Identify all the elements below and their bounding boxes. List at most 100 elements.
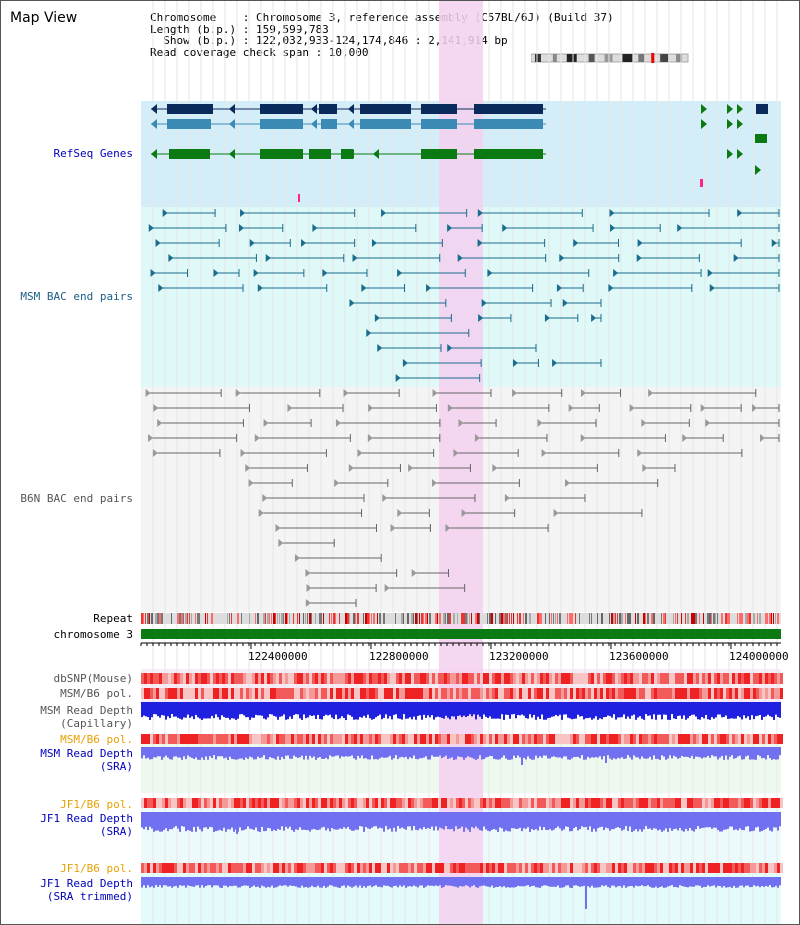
polymorphism-cell bbox=[672, 863, 675, 873]
polymorphism-cell bbox=[714, 688, 717, 699]
depth-bar bbox=[553, 747, 555, 757]
track-label-b6n-bac[interactable]: B6N BAC end pairs bbox=[20, 492, 133, 505]
depth-bar bbox=[461, 877, 463, 887]
polymorphism-cell bbox=[645, 688, 648, 699]
depth-bar bbox=[229, 702, 231, 720]
repeat-element bbox=[501, 613, 503, 624]
depth-bar bbox=[703, 747, 705, 758]
polymorphism-cell bbox=[468, 798, 471, 808]
track-label-refseq-genes[interactable]: RefSeq Genes bbox=[53, 147, 133, 160]
polymorphism-cell bbox=[780, 688, 783, 699]
polymorphism-cell bbox=[258, 688, 261, 699]
polymorphism-cell bbox=[189, 734, 192, 744]
track-label-msm-depth-sra[interactable]: MSM Read Depth bbox=[40, 747, 133, 760]
track-label-repeat[interactable]: Repeat bbox=[93, 612, 133, 625]
depth-bar bbox=[333, 877, 335, 887]
depth-bar bbox=[653, 812, 655, 829]
polymorphism-cell bbox=[324, 798, 327, 808]
snp-density-cell bbox=[570, 673, 573, 684]
track-label-jf1-depth[interactable]: JF1 Read Depth bbox=[40, 812, 133, 825]
track-label-jf1-depth-trimmed[interactable]: JF1 Read Depth bbox=[40, 877, 133, 890]
polymorphism-cell bbox=[528, 798, 531, 808]
bac-end bbox=[609, 209, 615, 217]
track-label-jf1-pol-2[interactable]: JF1/B6 pol. bbox=[60, 862, 133, 875]
polymorphism-cell bbox=[282, 734, 285, 744]
polymorphism-cell bbox=[234, 798, 237, 808]
polymorphism-cell bbox=[213, 734, 216, 744]
polymorphism-cell bbox=[507, 688, 510, 699]
bac-end bbox=[213, 269, 219, 277]
polymorphism-cell bbox=[462, 734, 465, 744]
polymorphism-cell bbox=[372, 734, 375, 744]
depth-bar bbox=[583, 702, 585, 720]
polymorphism-cell bbox=[594, 734, 597, 744]
polymorphism-cell bbox=[396, 863, 399, 873]
depth-bar bbox=[577, 747, 579, 757]
snp-density-cell bbox=[492, 673, 495, 684]
repeat-element bbox=[147, 613, 149, 624]
polymorphism-cell bbox=[432, 798, 435, 808]
repeat-element bbox=[447, 613, 449, 624]
depth-bar bbox=[653, 747, 655, 756]
depth-bar bbox=[739, 747, 741, 756]
depth-bar bbox=[645, 747, 647, 759]
depth-bar bbox=[581, 812, 583, 827]
depth-bar bbox=[425, 812, 427, 830]
polymorphism-cell bbox=[510, 688, 513, 699]
polymorphism-cell bbox=[195, 688, 198, 699]
track-label-dbsnp[interactable]: dbSNP(Mouse) bbox=[53, 672, 133, 685]
depth-bar bbox=[165, 702, 167, 720]
depth-bar bbox=[635, 702, 637, 720]
depth-bar bbox=[645, 877, 647, 887]
track-label-msm-pol-2[interactable]: MSM/B6 pol. bbox=[60, 733, 133, 746]
repeat-element bbox=[423, 613, 424, 624]
repeat-element bbox=[403, 613, 404, 624]
depth-bar bbox=[745, 747, 747, 757]
repeat-element bbox=[227, 613, 228, 624]
repeat-element bbox=[475, 613, 477, 624]
snp-density-cell bbox=[315, 673, 318, 684]
polymorphism-cell bbox=[450, 798, 453, 808]
depth-bar bbox=[637, 702, 639, 718]
depth-bar bbox=[351, 877, 353, 888]
polymorphism-cell bbox=[459, 798, 462, 808]
polymorphism-cell bbox=[354, 863, 357, 873]
track-label-msm-bac[interactable]: MSM BAC end pairs bbox=[20, 290, 133, 303]
gene-arrow bbox=[373, 104, 379, 114]
depth-bar bbox=[509, 747, 511, 760]
repeat-element bbox=[395, 613, 396, 624]
snp-density-cell bbox=[189, 673, 192, 684]
polymorphism-cell bbox=[639, 688, 642, 699]
depth-bar bbox=[309, 702, 311, 716]
polymorphism-cell bbox=[504, 863, 507, 873]
depth-bar bbox=[611, 877, 613, 886]
depth-bar bbox=[723, 812, 725, 830]
repeat-element bbox=[627, 613, 629, 624]
polymorphism-cell bbox=[300, 863, 303, 873]
polymorphism-cell bbox=[498, 798, 501, 808]
track-label-chromosome[interactable]: chromosome 3 bbox=[53, 628, 133, 641]
snp-density-cell bbox=[384, 673, 387, 684]
gene-exon bbox=[260, 149, 303, 159]
track-label-jf1-pol-1[interactable]: JF1/B6 pol. bbox=[60, 798, 133, 811]
repeat-element bbox=[457, 613, 458, 624]
repeat-element bbox=[271, 613, 272, 624]
track-label-msm-pol-1[interactable]: MSM/B6 pol. bbox=[60, 687, 133, 700]
repeat-element bbox=[601, 613, 603, 624]
depth-bar bbox=[725, 812, 727, 830]
snp-density-cell bbox=[660, 673, 663, 684]
snp-density-cell bbox=[303, 673, 306, 684]
depth-bar bbox=[381, 747, 383, 758]
repeat-element bbox=[345, 613, 347, 624]
bac-end bbox=[707, 269, 713, 277]
polymorphism-cell bbox=[528, 863, 531, 873]
depth-bar bbox=[203, 812, 205, 828]
polymorphism-cell bbox=[171, 734, 174, 744]
depth-bar bbox=[183, 747, 185, 757]
polymorphism-cell bbox=[624, 688, 627, 699]
depth-bar bbox=[205, 747, 207, 757]
track-label-msm-depth-capillary[interactable]: MSM Read Depth bbox=[40, 704, 133, 717]
depth-bar bbox=[677, 702, 679, 716]
polymorphism-cell bbox=[537, 734, 540, 744]
